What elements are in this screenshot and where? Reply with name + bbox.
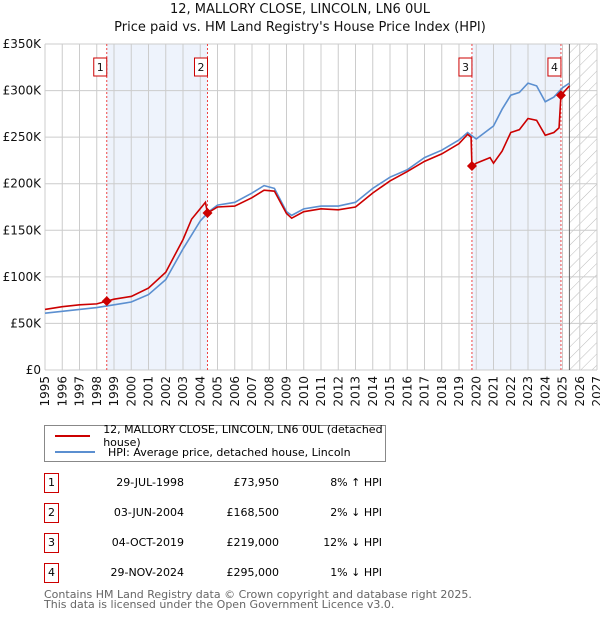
sale-number-badge: 2 <box>44 503 59 523</box>
sale-point <box>555 90 566 101</box>
property-price-line <box>44 85 570 311</box>
x-tick-label: 2012 <box>331 376 345 407</box>
y-tick-label: £50K <box>10 316 42 330</box>
x-tick-label: 2007 <box>245 376 259 407</box>
sale-number-badge: 3 <box>44 533 59 553</box>
sale-row: 2 03-JUN-2004 £168,500 2% ↓ HPI <box>44 503 444 523</box>
sale-label: 3 <box>462 61 469 74</box>
chart-subtitle: Price paid vs. HM Land Registry's House … <box>114 20 486 35</box>
legend-label: 12, MALLORY CLOSE, LINCOLN, LN6 0UL (det… <box>103 423 383 449</box>
x-tick-label: 2013 <box>349 376 363 407</box>
sale-label-box <box>458 57 473 77</box>
x-tick-label: 2015 <box>383 376 397 407</box>
footer-line-1: Contains HM Land Registry data © Crown c… <box>44 588 472 601</box>
footer: Contains HM Land Registry data © Crown c… <box>44 588 472 611</box>
x-tick-label: 2003 <box>176 376 190 407</box>
chart-title: 12, MALLORY CLOSE, LINCOLN, LN6 0UL <box>169 2 430 17</box>
x-tick-label: 2021 <box>487 376 501 407</box>
x-tick-label: 2005 <box>211 376 225 407</box>
x-tick-label: 2010 <box>297 376 311 407</box>
sale-price: £73,950 <box>233 476 280 489</box>
sale-hpi-diff: 8% ↑ HPI <box>330 476 382 489</box>
x-tick-label: 2020 <box>469 376 483 407</box>
sale-price: £168,500 <box>226 506 280 519</box>
sale-date: 29-NOV-2024 <box>110 566 184 579</box>
y-tick-label: £0 <box>26 363 41 377</box>
sale-label-box <box>93 57 108 77</box>
sale-row: 4 29-NOV-2024 £295,000 1% ↓ HPI <box>44 563 444 583</box>
sale-row: 1 29-JUL-1998 £73,950 8% ↑ HPI <box>44 473 444 493</box>
sale-date: 03-JUN-2004 <box>113 506 184 519</box>
x-tick-label: 2025 <box>556 376 570 407</box>
sale-number-badge: 4 <box>44 563 59 583</box>
x-tick-label: 1996 <box>55 376 69 407</box>
x-tick-label: 1997 <box>73 376 87 407</box>
sale-label: 1 <box>97 61 104 74</box>
sale-label: 4 <box>551 61 558 74</box>
sale-price: £295,000 <box>226 566 280 579</box>
x-tick-label: 2019 <box>452 376 466 407</box>
sale-date: 04-OCT-2019 <box>111 536 184 549</box>
forecast-hatch <box>569 44 597 370</box>
sale-hpi-diff: 12% ↓ HPI <box>323 536 382 549</box>
x-tick-label: 2027 <box>590 376 600 407</box>
sale-point <box>101 296 112 307</box>
y-tick-label: £100K <box>3 270 43 284</box>
legend-label: HPI: Average price, detached house, Linc… <box>108 445 351 459</box>
sale-label-box <box>193 57 208 77</box>
x-tick-label: 2006 <box>228 376 242 407</box>
legend-item-property: 12, MALLORY CLOSE, LINCOLN, LN6 0UL (det… <box>55 423 385 449</box>
sale-point <box>202 208 213 219</box>
x-tick-label: 2023 <box>521 376 535 407</box>
x-tick-label: 1998 <box>90 376 104 407</box>
x-tick-label: 2008 <box>262 376 276 407</box>
x-tick-label: 2024 <box>538 376 552 407</box>
sale-hpi-diff: 1% ↓ HPI <box>330 566 382 579</box>
blue-line-swatch <box>55 451 95 453</box>
y-tick-label: £250K <box>3 130 43 144</box>
x-tick-label: 2001 <box>142 376 156 407</box>
red-line-swatch <box>55 435 91 437</box>
x-tick-label: 2011 <box>314 376 328 407</box>
sale-row: 3 04-OCT-2019 £219,000 12% ↓ HPI <box>44 533 444 553</box>
y-tick-label: £300K <box>3 84 43 98</box>
sale-period-shading <box>471 44 561 370</box>
legend: 12, MALLORY CLOSE, LINCOLN, LN6 0UL (det… <box>44 423 386 462</box>
x-tick-label: 1999 <box>107 376 121 407</box>
x-tick-label: 2004 <box>193 376 207 407</box>
hpi-line <box>44 82 570 314</box>
x-tick-label: 2002 <box>159 376 173 407</box>
y-tick-label: £350K <box>3 37 43 51</box>
x-tick-label: 2018 <box>435 376 449 407</box>
sale-period-shading <box>106 44 208 370</box>
sale-price: £219,000 <box>226 536 280 549</box>
footer-line-2: This data is licensed under the Open Gov… <box>44 598 395 611</box>
x-tick-label: 2009 <box>280 376 294 407</box>
legend-item-hpi: HPI: Average price, detached house, Linc… <box>55 445 351 459</box>
sale-date: 29-JUL-1998 <box>116 476 184 489</box>
x-tick-label: 2026 <box>573 376 587 407</box>
sale-label: 2 <box>197 61 204 74</box>
sale-label-box <box>547 57 562 77</box>
x-tick-label: 2017 <box>418 376 432 407</box>
y-tick-label: £200K <box>3 177 43 191</box>
y-tick-label: £150K <box>3 223 43 237</box>
x-tick-label: 2000 <box>124 376 138 407</box>
x-tick-label: 2016 <box>400 376 414 407</box>
sale-hpi-diff: 2% ↓ HPI <box>330 506 382 519</box>
x-tick-label: 2022 <box>504 376 518 407</box>
sale-point <box>466 161 477 172</box>
sale-number-badge: 1 <box>44 473 59 493</box>
price-chart: 1995 1996 1997 1998 1999 2000 2001 2002 2003 2004… <box>3 37 600 407</box>
x-tick-label: 2014 <box>366 376 380 407</box>
x-tick-label: 1995 <box>38 376 52 407</box>
